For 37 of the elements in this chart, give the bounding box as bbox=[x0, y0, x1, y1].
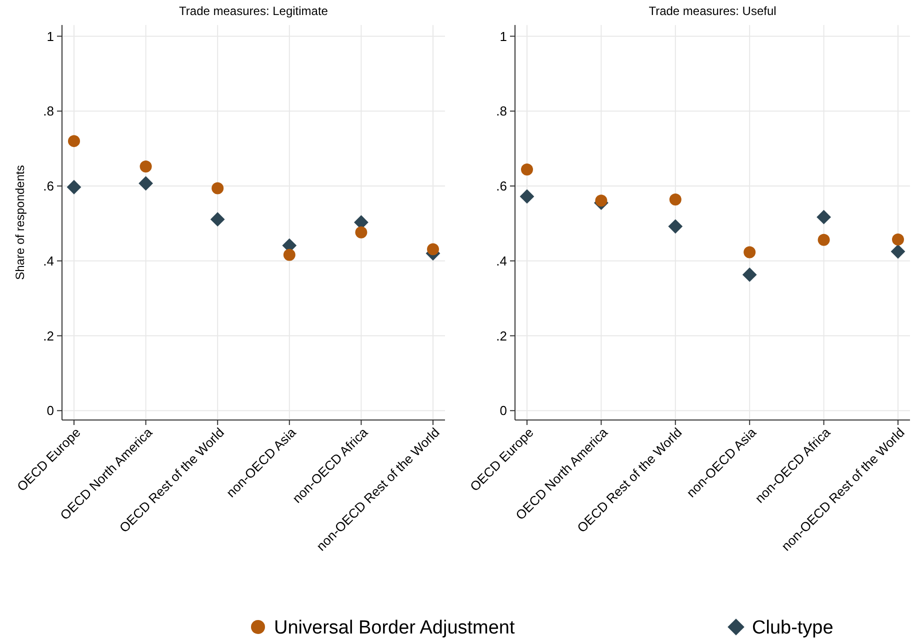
point bbox=[892, 234, 904, 246]
point bbox=[140, 160, 152, 173]
y-tick-label: .2 bbox=[496, 328, 507, 344]
point bbox=[818, 234, 830, 246]
y-tick-label: .6 bbox=[496, 178, 507, 194]
y-tick-label: 0 bbox=[500, 403, 507, 418]
point bbox=[742, 268, 757, 282]
point bbox=[668, 219, 683, 234]
point bbox=[520, 189, 534, 204]
point bbox=[210, 212, 225, 227]
y-tick-label: .2 bbox=[43, 328, 54, 344]
chart-title: Trade measures: Legitimate bbox=[179, 4, 328, 18]
point bbox=[669, 193, 682, 206]
y-axis-title: Share of respondents bbox=[13, 165, 27, 280]
legend-label: Universal Border Adjustment bbox=[274, 618, 516, 639]
point bbox=[890, 244, 906, 259]
y-tick-label: 1 bbox=[46, 28, 54, 44]
legend-label: Club-type bbox=[752, 618, 834, 639]
point bbox=[521, 164, 533, 176]
point bbox=[212, 182, 224, 194]
chart-title: Trade measures: Useful bbox=[648, 4, 776, 18]
point bbox=[744, 246, 756, 258]
point bbox=[283, 248, 296, 261]
y-tick-label: .8 bbox=[496, 104, 507, 119]
point bbox=[595, 194, 608, 207]
y-tick-label: .6 bbox=[43, 178, 54, 194]
point bbox=[427, 243, 439, 256]
point bbox=[138, 176, 153, 191]
y-tick-label: .8 bbox=[43, 104, 54, 119]
point bbox=[355, 226, 368, 238]
y-tick-label: 0 bbox=[46, 403, 54, 418]
point bbox=[66, 180, 82, 194]
y-tick-label: .4 bbox=[496, 253, 507, 268]
point bbox=[816, 210, 831, 224]
point bbox=[68, 135, 80, 148]
y-tick-label: .4 bbox=[43, 253, 54, 268]
y-tick-label: 1 bbox=[500, 28, 507, 44]
